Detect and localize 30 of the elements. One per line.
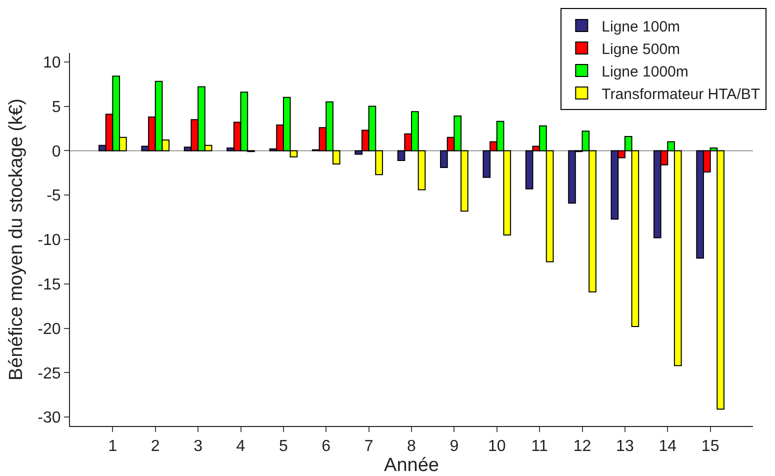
legend-label: Ligne 100m bbox=[602, 18, 680, 36]
y-tick-label: 5 bbox=[52, 98, 61, 116]
y-tick-label: -10 bbox=[38, 232, 61, 250]
x-tick-label: 14 bbox=[658, 438, 677, 456]
x-tick-label: 2 bbox=[150, 438, 160, 456]
y-tick-label: -30 bbox=[38, 410, 61, 427]
x-tick-label: 3 bbox=[194, 438, 203, 456]
legend-label: Transformateur HTA/BT bbox=[602, 86, 760, 103]
x-tick-label: 11 bbox=[531, 438, 548, 456]
x-tick-label: 6 bbox=[322, 438, 331, 456]
legend-label: Ligne 500m bbox=[602, 40, 680, 58]
x-tick-label: 4 bbox=[236, 438, 246, 456]
y-tick-label: -20 bbox=[38, 320, 61, 338]
x-tick-label: 1 bbox=[108, 438, 118, 456]
x-tick-label: 12 bbox=[573, 438, 592, 456]
y-tick-label: -15 bbox=[38, 276, 61, 294]
y-tick-label: -25 bbox=[38, 365, 61, 382]
y-axis-title: Bénéfice moyen du stockage (k€) bbox=[6, 98, 27, 380]
y-tick-label: -5 bbox=[46, 188, 61, 205]
x-tick-label: 8 bbox=[407, 438, 416, 456]
x-tick-label: 5 bbox=[278, 438, 288, 456]
x-axis-title: Année bbox=[384, 455, 439, 476]
y-tick-label: 10 bbox=[43, 54, 61, 72]
x-tick-label: 10 bbox=[488, 438, 506, 456]
legend-label: Ligne 1000m bbox=[602, 63, 688, 80]
x-tick-label: 13 bbox=[616, 438, 634, 456]
x-tick-label: 9 bbox=[450, 438, 459, 456]
y-tick-label: 0 bbox=[52, 143, 61, 160]
x-tick-label: 15 bbox=[701, 438, 720, 456]
x-tick-label: 7 bbox=[364, 438, 374, 456]
